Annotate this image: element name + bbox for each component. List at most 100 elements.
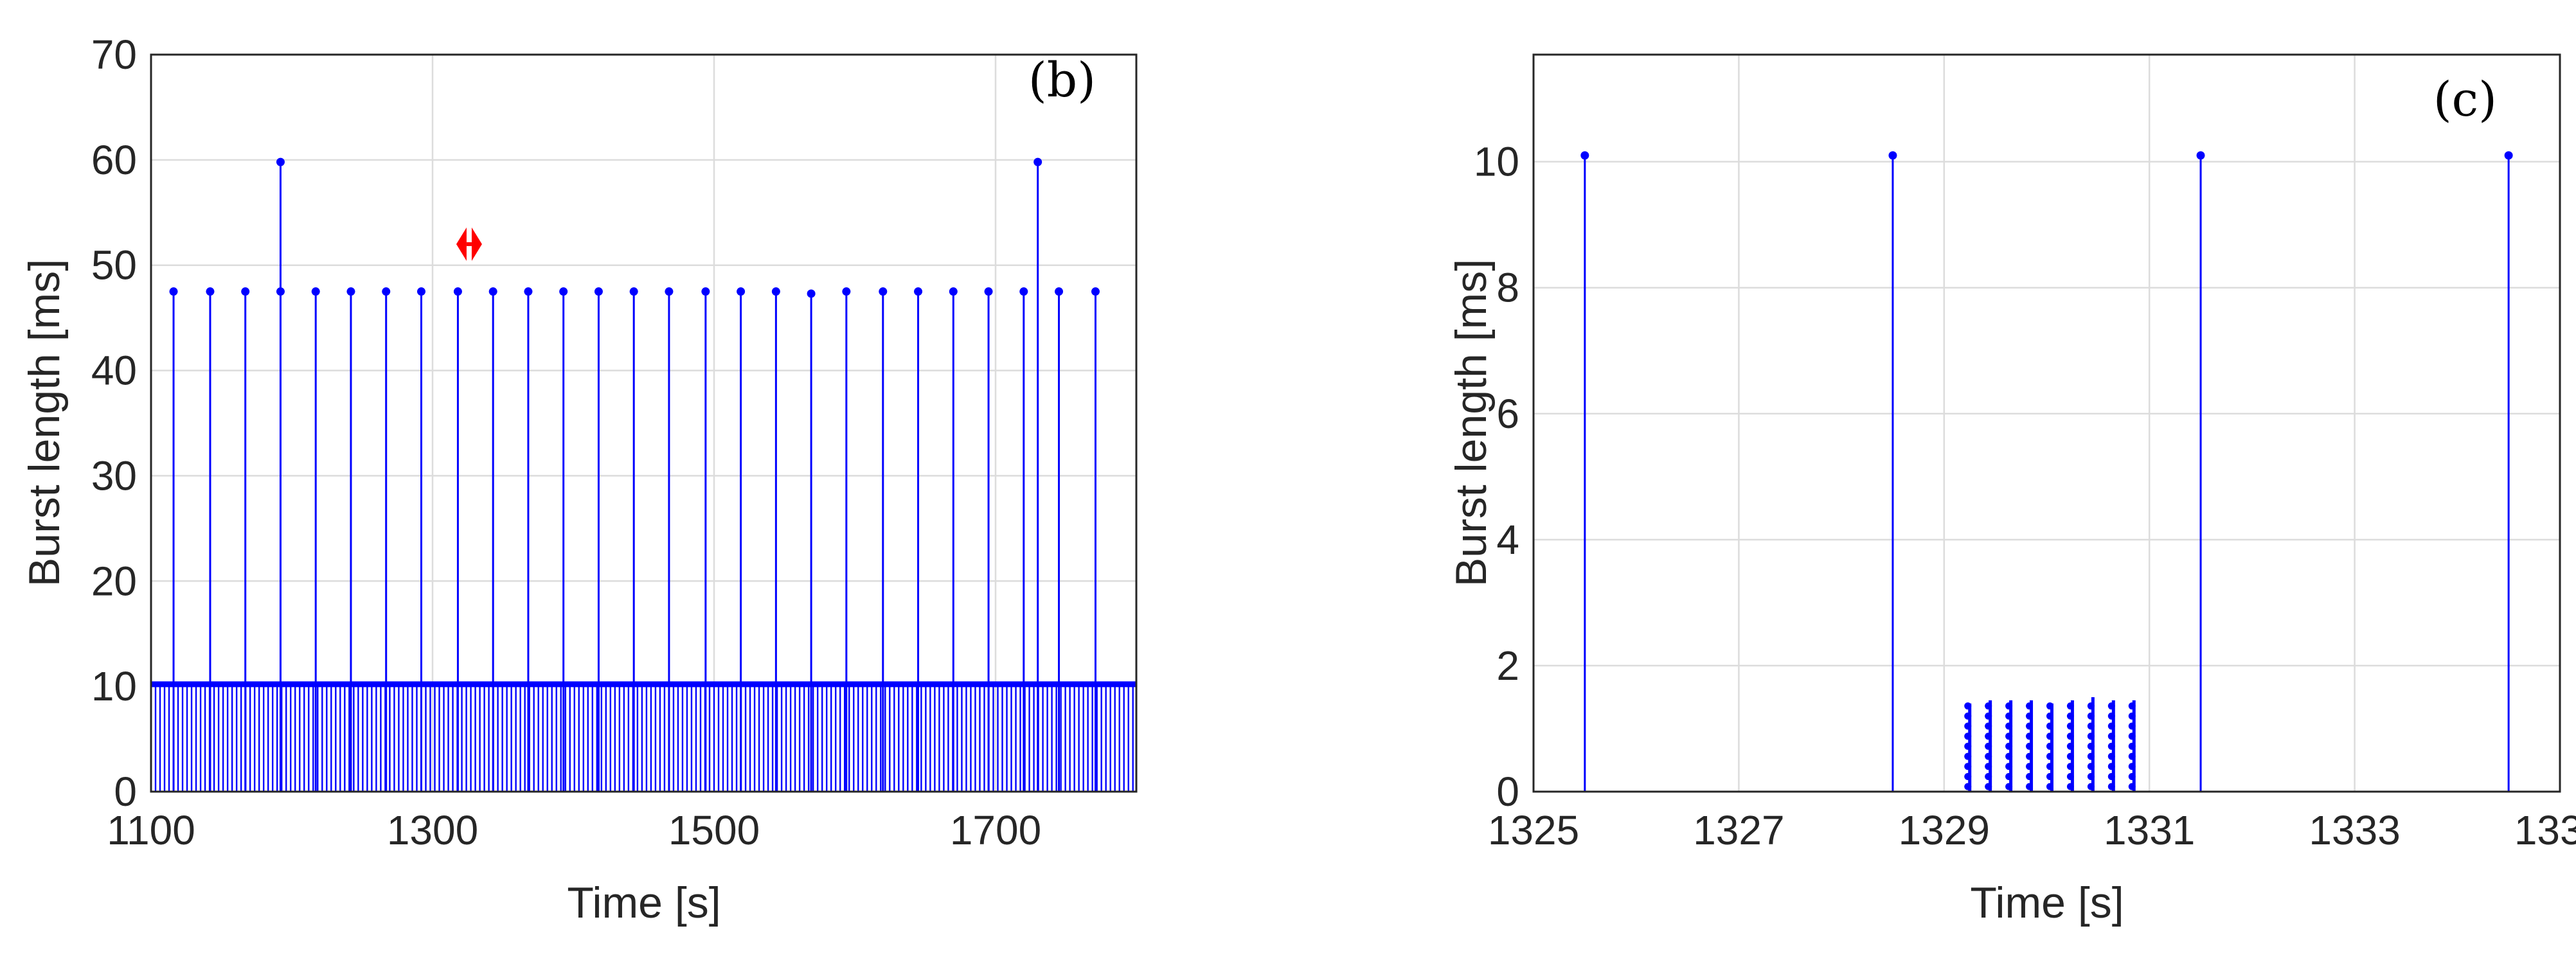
y-tick-label: 20	[91, 558, 137, 604]
stem-marker	[1985, 722, 1992, 730]
stem-marker	[2026, 722, 2034, 730]
stem-marker	[1019, 287, 1028, 296]
stem-marker	[382, 287, 391, 296]
stem-marker	[807, 289, 816, 298]
stem-marker	[1091, 287, 1100, 296]
stem-marker	[2046, 733, 2053, 740]
plot-frame	[1532, 53, 2561, 793]
stem-marker	[2005, 702, 2013, 710]
stem-marker	[2046, 763, 2053, 770]
stem-marker	[1964, 772, 1972, 780]
stem-marker	[169, 287, 178, 296]
stem-marker	[2066, 763, 2074, 770]
stem-marker	[2026, 763, 2034, 770]
stem-marker	[2066, 772, 2074, 780]
stem-marker	[1964, 783, 1972, 790]
stem-marker	[2107, 722, 2115, 730]
stem-marker	[2107, 733, 2115, 740]
y-tick-label: 50	[91, 242, 137, 289]
stem-marker	[2005, 772, 2013, 780]
stem-marker	[2005, 733, 2013, 740]
stem-marker	[1985, 702, 1992, 710]
stem-marker	[346, 287, 355, 296]
stem-marker	[2066, 742, 2074, 750]
stem-marker	[2066, 702, 2074, 710]
stem-marker	[2128, 772, 2136, 780]
stem-marker	[1964, 742, 1972, 750]
stem-marker	[1033, 157, 1042, 166]
stem-marker	[2026, 733, 2034, 740]
data-series-c	[1580, 151, 2513, 792]
x-tick-label: 1500	[668, 807, 760, 853]
stem-marker	[2005, 783, 2013, 790]
x-tick-label: 1300	[387, 807, 478, 853]
x-tick-label: 1335	[2514, 807, 2576, 853]
stem-marker	[2005, 712, 2013, 720]
y-tick-label: 30	[91, 452, 137, 499]
red-double-arrow	[456, 227, 482, 261]
y-tick-label: 70	[91, 31, 137, 78]
stem-marker	[2026, 783, 2034, 790]
stem-marker	[2046, 702, 2053, 710]
stem-marker	[2046, 752, 2053, 760]
stem-marker	[2128, 752, 2136, 760]
stem-marker	[2046, 742, 2053, 750]
stem-marker	[1985, 733, 1992, 740]
stem-marker	[2046, 712, 2053, 720]
stem-marker	[1985, 712, 1992, 720]
x-tick-label: 1329	[1899, 807, 1990, 853]
stem-marker	[416, 287, 425, 296]
stem-marker	[2026, 772, 2034, 780]
stem-marker	[1055, 287, 1064, 296]
chart-panel-b: (b) Time [s] Burst length [ms] 1100 1300 1…	[20, 31, 1138, 927]
stem-marker	[559, 287, 568, 296]
stem-marker	[2046, 783, 2053, 790]
arrow-head-right	[471, 227, 482, 261]
y-tick-label: 10	[91, 663, 137, 709]
stem-marker	[879, 287, 888, 296]
stem-marker	[771, 287, 780, 296]
y-axis-label-b: Burst length [ms]	[20, 259, 69, 587]
plot-frame	[150, 53, 1138, 793]
stem-marker	[2107, 783, 2115, 790]
stem-marker	[241, 287, 250, 296]
stem-marker	[2026, 752, 2034, 760]
y-tick-label: 2	[1496, 643, 1519, 689]
stem-marker	[665, 287, 674, 296]
stem-marker	[1964, 702, 1972, 710]
stem-marker	[2128, 702, 2136, 710]
chart-panel-c: (c) Time [s] Burst length [ms] 1325 1327 1…	[1447, 53, 2576, 927]
stem-marker	[2087, 783, 2095, 790]
stem-marker	[2026, 712, 2034, 720]
y-tick-label: 60	[91, 137, 137, 183]
stem-marker	[2005, 722, 2013, 730]
stem-marker	[2107, 712, 2115, 720]
stem-marker	[1985, 742, 1992, 750]
panel-label-c: (c)	[2433, 72, 2497, 127]
stem-marker	[276, 157, 285, 166]
y-tick-label: 0	[1496, 769, 1519, 815]
x-tick-label: 1333	[2309, 807, 2400, 853]
stem-marker	[2066, 752, 2074, 760]
stem-marker	[2087, 763, 2095, 770]
stem-marker	[2087, 722, 2095, 730]
stem-marker	[2196, 151, 2205, 160]
stem-marker	[629, 287, 638, 296]
stem-marker	[914, 287, 923, 296]
stem-marker	[842, 287, 851, 296]
stem-marker	[2107, 752, 2115, 760]
x-axis-label-b: Time [s]	[567, 878, 720, 927]
y-tick-label: 0	[114, 769, 137, 815]
y-tick-label: 10	[1474, 139, 1519, 185]
stem-marker	[2066, 712, 2074, 720]
stem-marker	[2107, 772, 2115, 780]
data-series-b	[150, 157, 1136, 792]
x-tick-label: 1100	[107, 807, 195, 853]
stem-marker	[2066, 783, 2074, 790]
y-axis-label-c: Burst length [ms]	[1447, 259, 1496, 587]
stem-marker	[949, 287, 958, 296]
stem-marker	[206, 287, 215, 296]
stem-marker	[2128, 733, 2136, 740]
stem-marker	[2087, 772, 2095, 780]
